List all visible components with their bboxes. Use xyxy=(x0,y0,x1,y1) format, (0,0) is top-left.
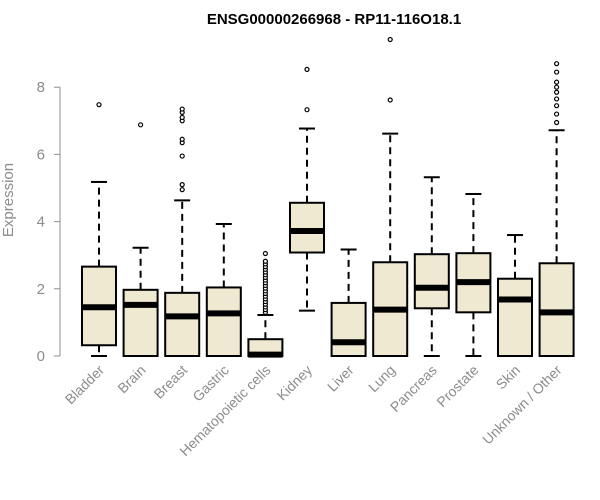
box-group xyxy=(330,248,367,357)
box-group xyxy=(81,102,117,357)
box-group xyxy=(164,106,201,357)
outlier-point xyxy=(179,114,185,121)
outlier-point xyxy=(179,187,185,193)
outlier-point xyxy=(179,182,185,188)
y-tick-label: 0 xyxy=(37,348,45,365)
box xyxy=(122,288,159,358)
outlier-point xyxy=(553,89,560,95)
x-category-label: Liver xyxy=(324,362,357,395)
x-category-label: Kidney xyxy=(274,362,316,404)
x-category-label: Lung xyxy=(365,362,398,395)
x-category-label: Skin xyxy=(493,362,524,393)
outlier-point xyxy=(96,102,102,108)
chart-title: ENSG00000266968 - RP11-116O18.1 xyxy=(207,11,461,28)
box-group xyxy=(538,61,575,358)
box xyxy=(413,253,450,310)
box-group xyxy=(372,36,409,358)
y-axis-label: Expression xyxy=(0,163,17,237)
outlier-point xyxy=(553,96,560,102)
box xyxy=(164,291,201,357)
outlier-point xyxy=(553,69,560,75)
box xyxy=(330,301,367,357)
x-category-label: Unknown / Other xyxy=(479,362,565,448)
outlier-point xyxy=(553,119,560,126)
outlier-point xyxy=(553,61,560,67)
outlier-point xyxy=(138,122,144,128)
x-category-label: Prostate xyxy=(433,362,481,410)
outlier-point xyxy=(179,136,185,142)
x-category-label: Breast xyxy=(150,362,190,402)
y-tick-label: 4 xyxy=(37,214,45,231)
y-axis: 0 2 4 6 8 xyxy=(37,79,61,365)
outlier-point xyxy=(553,103,560,109)
x-category-label: Bladder xyxy=(62,362,108,408)
outlier-point xyxy=(553,79,560,85)
box-group xyxy=(247,250,284,358)
x-category-label: Brain xyxy=(114,362,148,396)
outlier-point xyxy=(262,258,268,264)
box-group xyxy=(122,122,159,358)
outlier-point xyxy=(179,153,185,159)
box-group xyxy=(289,66,325,312)
box-group xyxy=(455,193,492,357)
box-group xyxy=(205,222,242,357)
outlier-point xyxy=(179,106,185,112)
y-tick-label: 6 xyxy=(37,146,45,163)
box-group xyxy=(497,234,533,357)
box xyxy=(497,277,533,357)
outlier-point xyxy=(262,250,268,257)
outlier-point xyxy=(387,97,393,103)
box xyxy=(289,201,325,254)
outlier-point xyxy=(387,36,393,43)
y-tick-label: 8 xyxy=(37,79,45,96)
outlier-point xyxy=(553,84,560,90)
outlier-point xyxy=(304,107,310,113)
outlier-point xyxy=(304,66,310,72)
y-tick-label: 2 xyxy=(37,281,45,298)
box xyxy=(205,286,242,357)
outlier-point xyxy=(553,111,560,117)
box-group xyxy=(413,176,450,357)
boxes xyxy=(81,36,575,358)
